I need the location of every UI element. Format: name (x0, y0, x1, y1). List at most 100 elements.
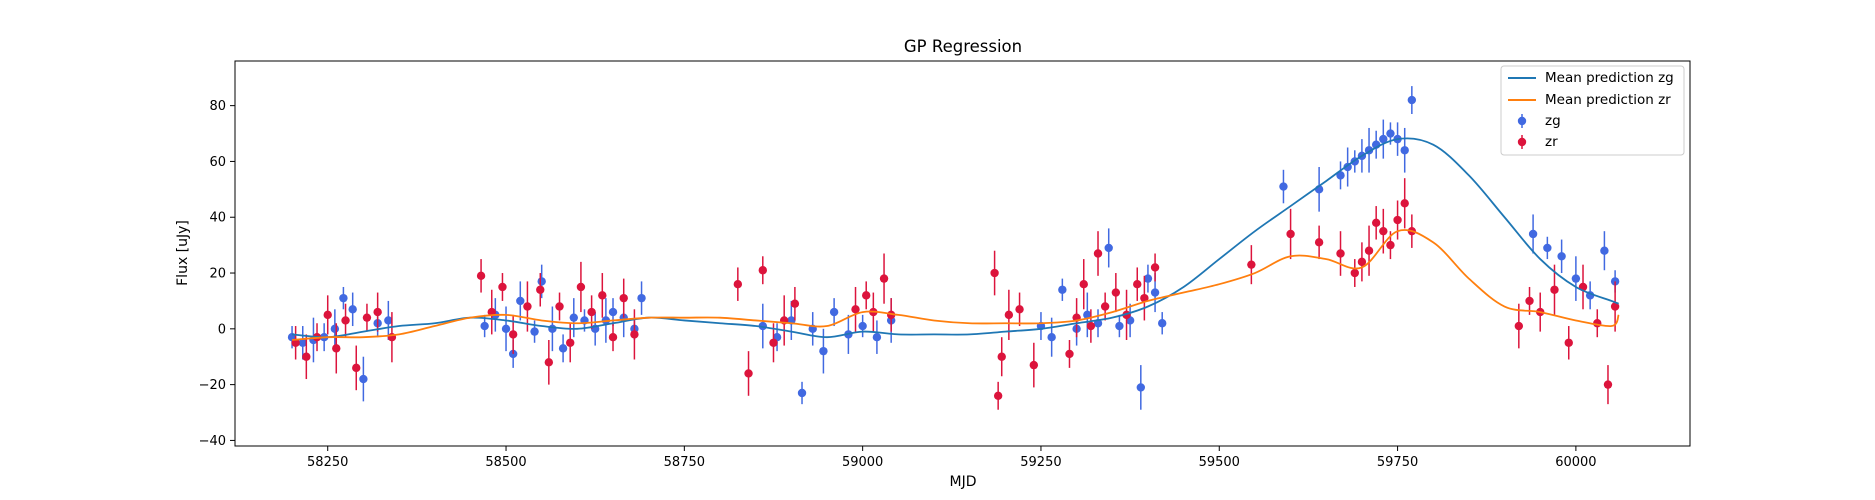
data-point-zg (1104, 243, 1113, 253)
data-point-zg (1336, 171, 1345, 180)
data-point-zg (558, 344, 568, 353)
data-point-zr (476, 271, 486, 281)
data-point-zg (1407, 95, 1417, 105)
data-point-zg (384, 316, 393, 325)
data-point-zr (758, 266, 767, 275)
data-point-zr (508, 330, 518, 339)
data-point-zg (530, 327, 539, 336)
data-point-zg (872, 332, 882, 342)
data-point-zr (302, 352, 311, 361)
data-point-zr (744, 369, 753, 378)
y-tick-label: 40 (209, 211, 226, 226)
data-point-zr (1400, 199, 1409, 208)
data-point-zg (1150, 288, 1160, 297)
legend-label-zg-line: Mean prediction zg (1545, 70, 1674, 86)
data-point-zg (501, 324, 511, 334)
data-point-zr (1004, 310, 1014, 320)
chart-title: GP Regression (904, 37, 1022, 56)
data-point-zg (298, 338, 307, 347)
x-tick-label: 60000 (1555, 455, 1596, 470)
data-point-zr (1603, 380, 1613, 389)
legend-box (1500, 65, 1685, 156)
data-point-zr (373, 307, 382, 317)
data-point-zg (339, 293, 348, 303)
data-point-zg (1136, 383, 1146, 392)
data-point-zr (332, 344, 341, 353)
data-point-zr (769, 338, 778, 347)
data-point-zr (1610, 302, 1620, 311)
legend-marker-zr (1517, 137, 1527, 147)
data-point-zg (548, 324, 557, 334)
plot-frame (234, 60, 1691, 447)
data-point-zr (1593, 319, 1602, 328)
legend-marker-zg (1517, 116, 1527, 126)
x-tick-label: 59500 (1199, 455, 1240, 470)
mean-line-zg (291, 137, 1620, 339)
x-tick-label: 59750 (1377, 455, 1418, 470)
data-point-zr (1079, 279, 1088, 289)
data-point-zr (1100, 302, 1110, 311)
y-tick-label: 60 (209, 155, 226, 170)
data-point-zr (362, 313, 372, 322)
data-point-zr (352, 363, 361, 373)
data-point-zr (1371, 218, 1381, 228)
data-point-zr (498, 282, 507, 292)
data-point-zr (851, 305, 860, 314)
data-point-zr (1379, 226, 1388, 236)
data-point-zg (1379, 134, 1388, 144)
data-point-zr (879, 274, 889, 283)
y-tick-label: 20 (209, 267, 226, 282)
legend-label-zg-points: zg (1545, 113, 1561, 129)
data-point-zr (630, 330, 639, 339)
data-point-zg (1279, 182, 1288, 191)
data-point-zr (1393, 215, 1402, 225)
data-point-zg (348, 305, 357, 314)
data-point-zr (1564, 338, 1573, 347)
data-point-zg (569, 313, 578, 322)
data-point-zr (323, 310, 332, 320)
data-point-zr (1550, 285, 1559, 294)
data-point-zg (1571, 274, 1581, 283)
data-point-zg (637, 293, 646, 303)
data-point-zg (359, 374, 368, 384)
x-tick-label: 58750 (664, 455, 705, 470)
data-point-zr (1247, 260, 1256, 269)
data-point-zg (516, 296, 525, 306)
mean-line-zr (291, 229, 1620, 341)
data-point-zr (997, 352, 1006, 361)
data-point-zg (537, 277, 546, 286)
data-point-zr (1314, 238, 1324, 247)
x-tick-label: 58250 (307, 455, 348, 470)
data-point-zr (536, 285, 545, 294)
data-point-zg (330, 324, 340, 334)
y-tick-label: 80 (209, 99, 226, 114)
data-point-zg (858, 321, 867, 331)
legend-label-zr-line: Mean prediction zr (1545, 92, 1671, 108)
data-point-zr (990, 268, 999, 278)
data-point-zr (1514, 321, 1524, 331)
data-point-zr (1140, 293, 1149, 303)
x-axis-label: MJD (950, 474, 977, 490)
data-point-zr (993, 391, 1003, 400)
data-point-zr (576, 282, 586, 292)
data-point-zr (1093, 249, 1103, 258)
data-point-zg (1058, 285, 1067, 294)
series-zr (291, 178, 1620, 410)
data-point-zg (1528, 229, 1538, 239)
data-point-zg (819, 346, 828, 356)
data-point-zr (1364, 246, 1374, 255)
x-tick-label: 59000 (842, 455, 883, 470)
data-point-zr (1350, 268, 1359, 278)
data-point-zr (862, 291, 871, 300)
data-point-zr (790, 299, 800, 308)
data-point-zr (1150, 263, 1160, 272)
data-point-zr (733, 279, 743, 289)
y-axis: −40 −20 0 20 40 60 80 (199, 99, 235, 449)
legend: Mean prediction zg Mean prediction zr zg… (1500, 65, 1685, 156)
data-point-zg (1047, 332, 1056, 342)
data-point-zg (1600, 246, 1609, 255)
x-tick-label: 59250 (1020, 455, 1061, 470)
data-point-zr (566, 338, 575, 347)
data-point-zg (480, 321, 489, 331)
